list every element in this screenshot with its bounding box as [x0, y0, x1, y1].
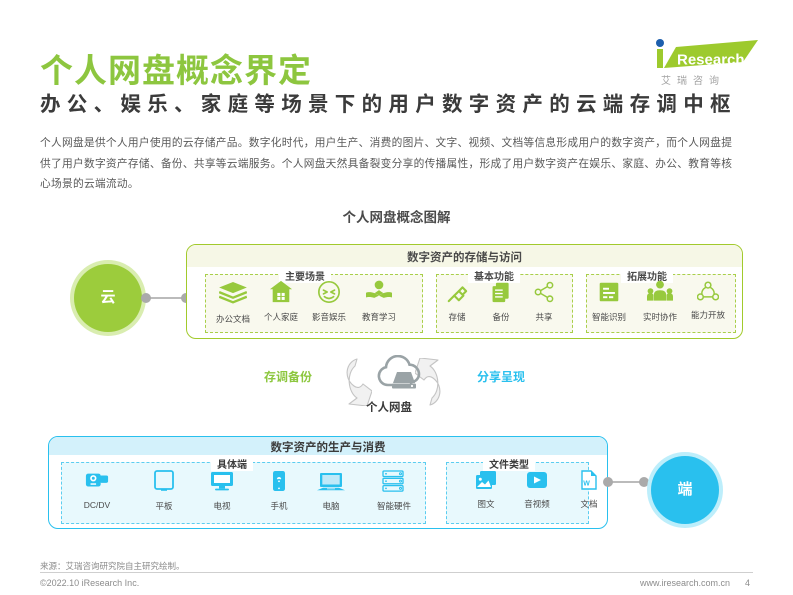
svg-text:W: W: [583, 481, 590, 488]
svg-text:Research: Research: [677, 52, 745, 69]
